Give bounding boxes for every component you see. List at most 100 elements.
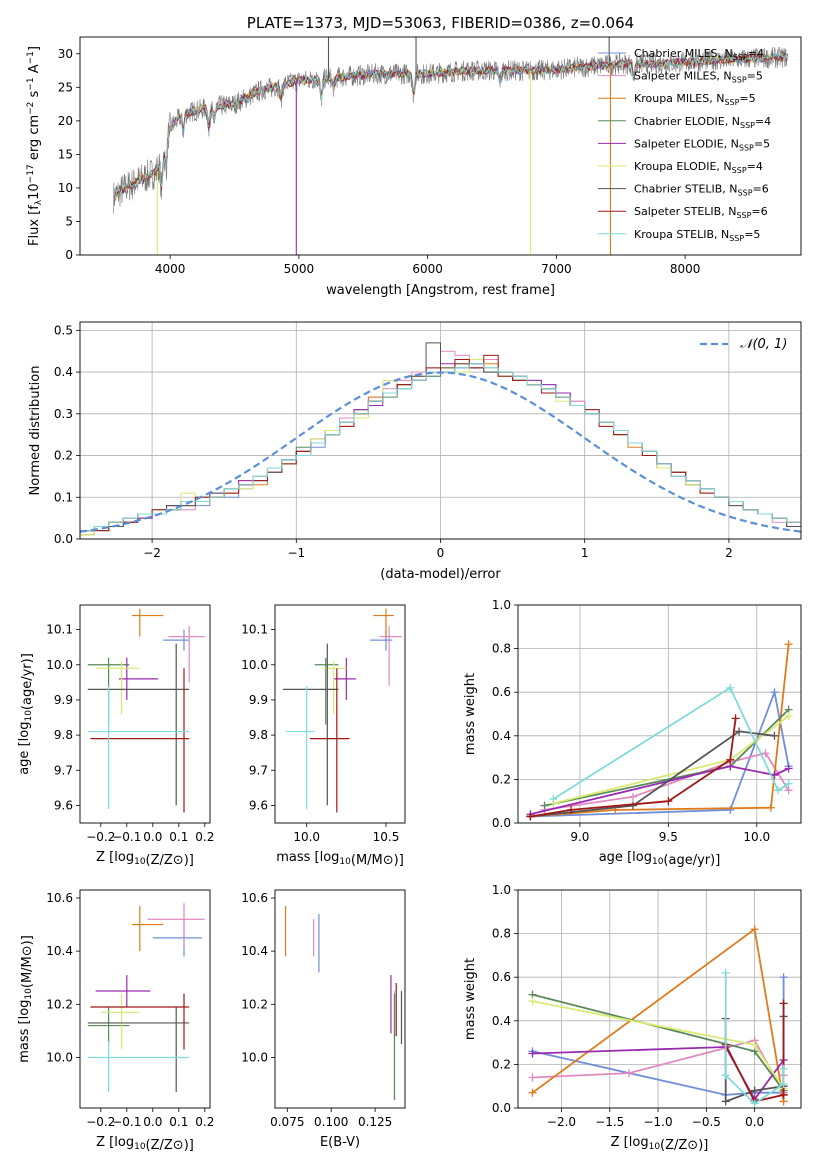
y-tick-label: 1.0 xyxy=(492,598,511,612)
spectrum-plot-area xyxy=(113,37,789,255)
plus-marker xyxy=(528,1088,537,1097)
x-tick-label: 10.0 xyxy=(293,830,320,844)
series-line-group xyxy=(526,714,740,821)
x-tick-label: −0.1 xyxy=(112,830,141,844)
chart-title: PLATE=1373, MJD=53063, FIBERID=0386, z=0… xyxy=(247,14,634,32)
mass_vs_Z-frame xyxy=(79,889,211,1109)
plus-marker xyxy=(770,731,779,740)
residuals-frame xyxy=(79,321,802,540)
plus-marker xyxy=(750,1040,759,1049)
plus-marker xyxy=(779,973,788,982)
x-axis-label: Z [log10(Z/Z⊙)] xyxy=(96,1135,194,1153)
plus-marker xyxy=(628,801,637,810)
series-line xyxy=(530,688,790,818)
y-tick-label: 0.2 xyxy=(492,1057,511,1071)
residuals-axes: −2 −1 0 1 2 0.0 0.1 0.2 0.3 0.4 0.5 xyxy=(54,322,801,560)
series-line-group xyxy=(549,683,793,804)
y-tick-label: 15 xyxy=(58,147,73,161)
histogram-step-line xyxy=(80,363,801,532)
y-tick-label: 10.6 xyxy=(46,891,73,905)
plus-marker xyxy=(770,688,779,697)
series-line xyxy=(530,644,790,818)
y-tick-label: 10.1 xyxy=(241,623,268,637)
x-tick-label: 10.5 xyxy=(373,830,400,844)
y-tick-label: 9.7 xyxy=(54,763,73,777)
error-bar-point xyxy=(90,993,190,1050)
y-tick-label: 0.6 xyxy=(492,970,511,984)
plus-marker xyxy=(761,749,770,758)
age_vs_Z-frame xyxy=(79,604,211,824)
legend-label: Kroupa STELIB, NSSP=5 xyxy=(634,228,760,243)
y-tick-label: 9.8 xyxy=(249,728,268,742)
y-tick-label: 10.0 xyxy=(241,658,268,672)
y-tick-label: 9.6 xyxy=(249,798,268,812)
y-tick-label: 9.9 xyxy=(54,693,73,707)
plus-marker xyxy=(784,640,793,649)
y-axis-label: mass [log10(M/M⊙)] xyxy=(17,935,35,1063)
x-tick-label: 0.0 xyxy=(143,1115,162,1129)
age_vs_Z-axes: −0.2−0.1 0.0 0.1 0.2 9.6 9.7 9.8 9.9 10.0 10.1 xyxy=(46,623,214,844)
x-tick-label: −2.0 xyxy=(547,1115,576,1129)
error-bar-point xyxy=(87,685,190,809)
x-tick-label: 7000 xyxy=(541,262,572,276)
x-tick-label: 0 xyxy=(437,546,445,560)
residuals-plot-area xyxy=(80,342,801,536)
legend: Chabrier MILES, NSSP=4 Salpeter MILES, NS… xyxy=(598,47,771,243)
error-bar-point xyxy=(95,661,140,714)
y-tick-label: 9.7 xyxy=(249,763,268,777)
mass_vs_Z-plot-area xyxy=(87,903,205,1093)
massweight_vs_age-axes: 9.0 9.5 10.0 0.0 0.2 0.4 0.6 0.8 1.0 xyxy=(492,598,801,844)
y-tick-label: 0.0 xyxy=(492,1101,511,1115)
gaussian-curve xyxy=(80,371,801,533)
series-line xyxy=(553,715,790,805)
y-tick-label: 0.4 xyxy=(492,1014,511,1028)
x-tick-label: 5000 xyxy=(284,262,315,276)
error-bar-point xyxy=(282,643,339,806)
y-axis-label: mass weight xyxy=(463,673,478,755)
x-tick-label: 4000 xyxy=(155,262,186,276)
series-line-group xyxy=(526,640,793,821)
y-tick-label: 1.0 xyxy=(492,883,511,897)
x-axis-label: wavelength [Angstrom, rest frame] xyxy=(326,283,555,298)
plus-marker xyxy=(735,727,744,736)
error-bar-point xyxy=(373,608,394,637)
x-tick-label: −1.5 xyxy=(595,1115,624,1129)
series-line xyxy=(724,1003,785,1103)
series-line-group xyxy=(721,968,788,1108)
x-axis-label: (data-model)/error xyxy=(380,567,501,582)
y-axis-label: Normed distribution xyxy=(28,366,43,496)
legend-label: Kroupa MILES, NSSP=5 xyxy=(634,92,756,107)
error-bar-point xyxy=(87,1006,130,1045)
plus-marker xyxy=(784,764,793,773)
x-tick-label: −1.0 xyxy=(643,1115,672,1129)
y-tick-label: 0.8 xyxy=(492,642,511,656)
error-bar-point xyxy=(163,629,190,651)
age_vs_Z-plot-area xyxy=(87,608,205,813)
error-bar-point xyxy=(147,903,205,949)
plus-marker xyxy=(549,795,558,804)
y-tick-label: 0 xyxy=(65,248,73,262)
plus-marker xyxy=(528,1049,537,1058)
plus-marker xyxy=(721,968,730,977)
age_vs_mass-frame xyxy=(274,604,406,824)
error-bar-point xyxy=(132,905,164,952)
legend-label: 𝒩(0, 1) xyxy=(740,337,787,352)
spectrum-frame xyxy=(79,36,802,256)
plus-marker xyxy=(779,1080,788,1089)
error-bar-point xyxy=(379,626,402,686)
plus-marker xyxy=(774,786,783,795)
mass_vs_ebv-frame xyxy=(274,889,406,1109)
plus-marker xyxy=(750,925,759,934)
y-tick-label: 0.5 xyxy=(54,323,73,337)
plus-marker xyxy=(731,714,740,723)
plus-marker xyxy=(779,1064,788,1073)
y-tick-label: 10.2 xyxy=(241,997,268,1011)
spectrum-axes: 4000 5000 6000 7000 8000 0 5 10 15 20 25 30 xyxy=(58,47,701,276)
x-axis-label: Z [log10(Z/Z⊙)] xyxy=(96,850,194,868)
x-tick-label: 0.1 xyxy=(169,1115,188,1129)
x-tick-label: 0.075 xyxy=(270,1115,304,1129)
x-axis-label: E(B-V) xyxy=(320,1135,360,1150)
y-tick-label: 10.4 xyxy=(241,944,268,958)
x-tick-label: 0.2 xyxy=(195,1115,214,1129)
y-tick-label: 0.8 xyxy=(492,927,511,941)
